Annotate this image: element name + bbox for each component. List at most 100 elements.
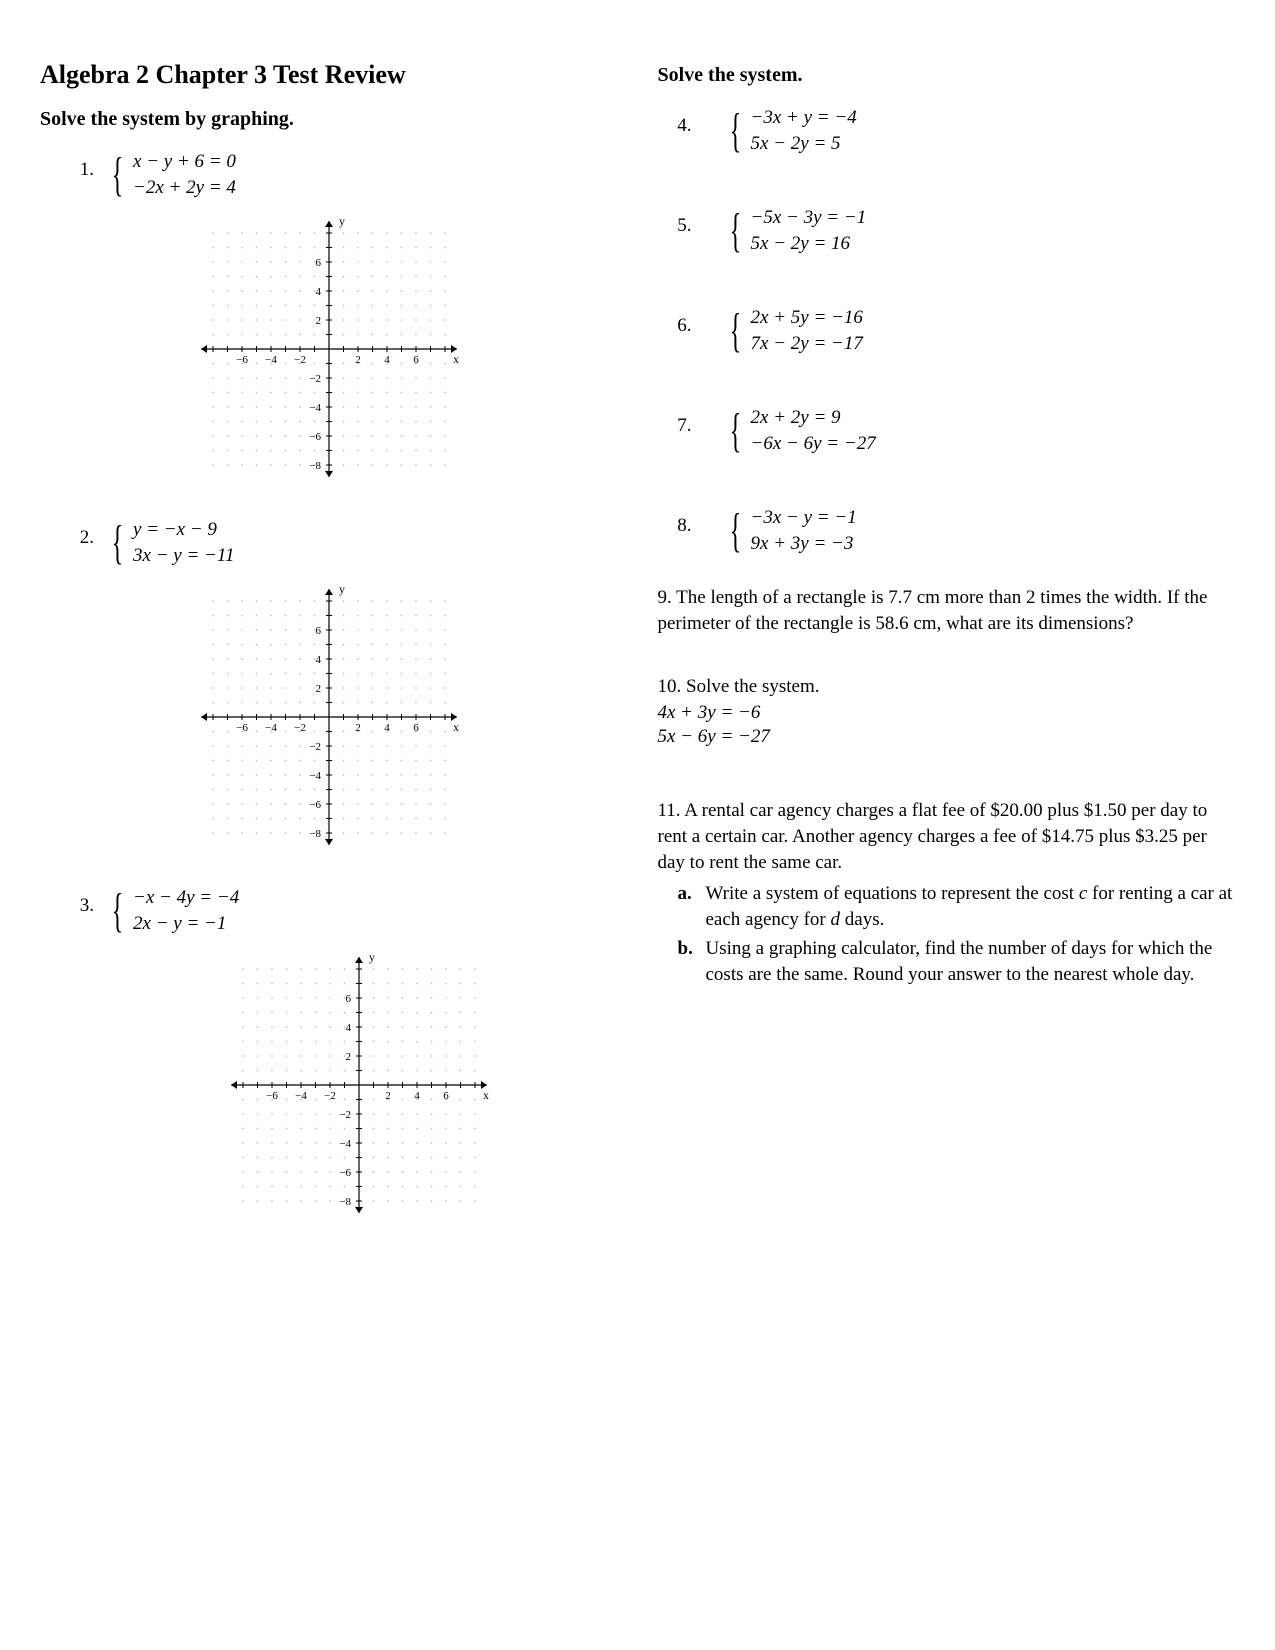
equation: 2x + 2y = 9	[751, 407, 876, 429]
brace-icon: {	[729, 411, 741, 451]
equation: −x − 4y = −4	[133, 887, 239, 909]
equation: −2x + 2y = 4	[133, 177, 236, 199]
system-brace: { −3x − y = −1 9x + 3y = −3	[724, 507, 857, 555]
svg-text:−2: −2	[294, 722, 306, 734]
system-brace: { −5x − 3y = −1 5x − 2y = 16	[724, 207, 867, 255]
equation: −3x + y = −4	[751, 107, 857, 129]
svg-text:2: 2	[315, 315, 321, 327]
equation: 9x + 3y = −3	[751, 533, 857, 555]
problem-1: 1. { x − y + 6 = 0 −2x + 2y = 4	[60, 151, 618, 199]
svg-text:−6: −6	[266, 1090, 278, 1102]
svg-text:4: 4	[315, 286, 321, 298]
problem-number: 6.	[658, 307, 704, 337]
page-title: Algebra 2 Chapter 3 Test Review	[40, 60, 618, 90]
svg-text:6: 6	[443, 1090, 449, 1102]
problem-2: 2. { y = −x − 9 3x − y = −11	[60, 519, 618, 567]
svg-text:y: y	[369, 951, 375, 964]
svg-text:−4: −4	[265, 354, 277, 366]
brace-icon: {	[112, 523, 124, 563]
svg-text:y: y	[339, 215, 345, 228]
brace-icon: {	[729, 511, 741, 551]
svg-text:−6: −6	[236, 354, 248, 366]
equation: 5x − 2y = 16	[751, 233, 867, 255]
brace-icon: {	[112, 155, 124, 195]
svg-text:x: x	[453, 352, 459, 366]
svg-text:−8: −8	[309, 828, 321, 840]
equation: 2x + 5y = −16	[751, 307, 863, 329]
right-heading: Solve the system.	[658, 64, 1236, 87]
equation: 3x − y = −11	[133, 545, 234, 567]
problem-number: 5.	[658, 207, 704, 237]
equations: x − y + 6 = 0 −2x + 2y = 4	[133, 151, 236, 199]
problem-number: 8.	[658, 507, 704, 537]
equation: −5x − 3y = −1	[751, 207, 867, 229]
svg-text:2: 2	[345, 1051, 351, 1063]
system-brace: { −3x + y = −4 5x − 2y = 5	[724, 107, 857, 155]
equations: y = −x − 9 3x − y = −11	[133, 519, 234, 567]
svg-text:y: y	[339, 583, 345, 596]
svg-text:2: 2	[385, 1090, 391, 1102]
svg-text:−2: −2	[339, 1109, 351, 1121]
system-brace: { y = −x − 9 3x − y = −11	[106, 519, 234, 567]
equation: 7x − 2y = −17	[751, 333, 863, 355]
system-brace: { 2x + 5y = −16 7x − 2y = −17	[724, 307, 863, 355]
part-text: Using a graphing calculator, find the nu…	[706, 936, 1236, 987]
problem-5: 5. { −5x − 3y = −1 5x − 2y = 16	[658, 207, 1236, 255]
problem-3: 3. { −x − 4y = −4 2x − y = −1	[60, 887, 618, 935]
svg-text:2: 2	[355, 354, 361, 366]
svg-text:6: 6	[413, 722, 419, 734]
svg-text:−2: −2	[309, 741, 321, 753]
part-label: a.	[678, 881, 706, 932]
svg-text:4: 4	[315, 654, 321, 666]
svg-text:−6: −6	[309, 431, 321, 443]
problem-number: 4.	[658, 107, 704, 137]
svg-text:−6: −6	[309, 799, 321, 811]
svg-text:−6: −6	[236, 722, 248, 734]
problem-number: 3.	[60, 887, 106, 917]
svg-text:−6: −6	[339, 1167, 351, 1179]
svg-text:−8: −8	[309, 460, 321, 472]
equation: x − y + 6 = 0	[133, 151, 236, 173]
brace-icon: {	[112, 891, 124, 931]
equation: 4x + 3y = −6	[658, 702, 1236, 724]
system-brace: { −x − 4y = −4 2x − y = −1	[106, 887, 239, 935]
brace-icon: {	[729, 311, 741, 351]
equations: −3x + y = −4 5x − 2y = 5	[751, 107, 857, 155]
svg-text:−2: −2	[324, 1090, 336, 1102]
equation: 5x − 2y = 5	[751, 133, 857, 155]
part-text: Write a system of equations to represent…	[706, 881, 1236, 932]
grid-3: −6 −4 −2 2 4 6 6 4 2 −2 −4 −6 −8 y x	[100, 951, 618, 1231]
svg-text:6: 6	[315, 625, 321, 637]
svg-text:4: 4	[345, 1022, 351, 1034]
problem-7: 7. { 2x + 2y = 9 −6x − 6y = −27	[658, 407, 1236, 455]
p11-part-a: a. Write a system of equations to repres…	[678, 881, 1236, 932]
svg-text:6: 6	[315, 257, 321, 269]
svg-text:−2: −2	[294, 354, 306, 366]
svg-text:2: 2	[355, 722, 361, 734]
svg-text:4: 4	[414, 1090, 420, 1102]
svg-text:−4: −4	[265, 722, 277, 734]
svg-text:−8: −8	[339, 1196, 351, 1208]
svg-text:−4: −4	[339, 1138, 351, 1150]
worksheet-page: Algebra 2 Chapter 3 Test Review Solve th…	[0, 0, 1275, 1650]
brace-icon: {	[729, 211, 741, 251]
equation: −3x − y = −1	[751, 507, 857, 529]
p11-intro: 11. A rental car agency charges a flat f…	[658, 798, 1236, 875]
svg-text:x: x	[483, 1088, 489, 1102]
grid-1: −6−4−2246642−2−4−6−8yx	[40, 215, 618, 495]
svg-text:−4: −4	[295, 1090, 307, 1102]
svg-text:6: 6	[345, 993, 351, 1005]
svg-text:4: 4	[384, 354, 390, 366]
system-brace: { x − y + 6 = 0 −2x + 2y = 4	[106, 151, 236, 199]
equation: 2x − y = −1	[133, 913, 239, 935]
problem-9: 9. The length of a rectangle is 7.7 cm m…	[658, 585, 1236, 636]
p10-label: 10. Solve the system.	[658, 676, 1236, 698]
system-brace: { 2x + 2y = 9 −6x − 6y = −27	[724, 407, 876, 455]
svg-text:−4: −4	[309, 770, 321, 782]
problem-4: 4. { −3x + y = −4 5x − 2y = 5	[658, 107, 1236, 155]
p11-part-b: b. Using a graphing calculator, find the…	[678, 936, 1236, 987]
right-column: Solve the system. 4. { −3x + y = −4 5x −…	[658, 60, 1236, 1610]
problem-6: 6. { 2x + 5y = −16 7x − 2y = −17	[658, 307, 1236, 355]
equations: −3x − y = −1 9x + 3y = −3	[751, 507, 857, 555]
problem-number: 2.	[60, 519, 106, 549]
